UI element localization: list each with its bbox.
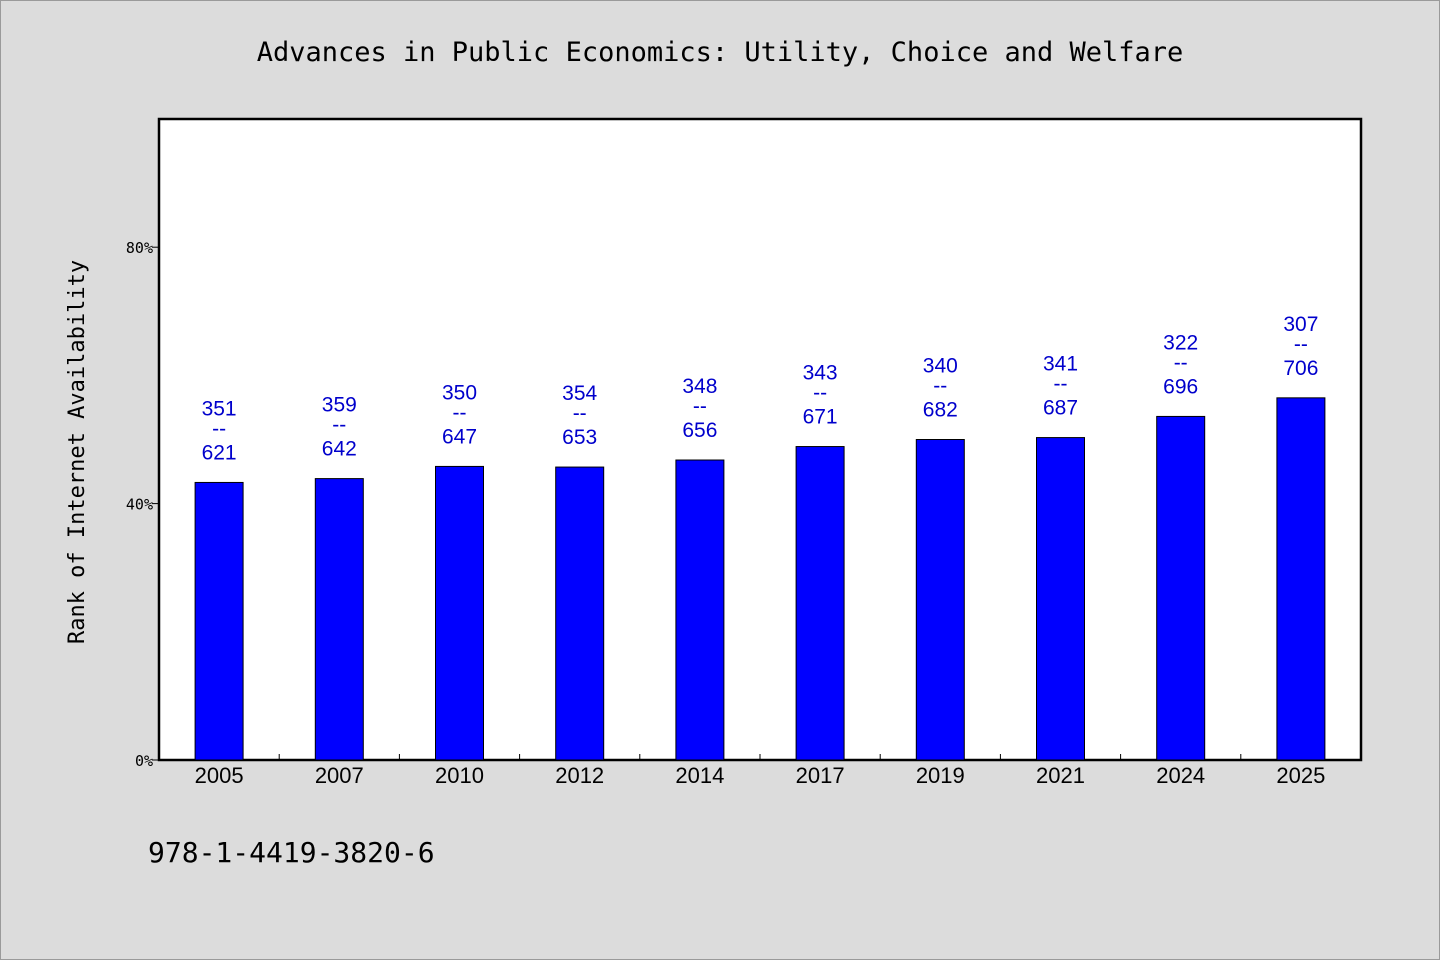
bar-value-separator: --	[212, 417, 226, 440]
bar-value-bottom: 656	[682, 419, 717, 442]
bar-value-separator: --	[933, 375, 947, 398]
bar-value-top: 307	[1283, 313, 1318, 336]
x-tick-label: 2019	[916, 763, 965, 788]
x-tick-label: 2021	[1036, 763, 1085, 788]
bar-value-separator: --	[573, 402, 587, 425]
bar	[1276, 397, 1326, 761]
bar	[435, 465, 484, 761]
x-tick-label: 2005	[195, 763, 244, 788]
bar-value-top: 341	[1043, 353, 1078, 376]
x-tick-label: 2017	[796, 763, 845, 788]
chart-title: Advances in Public Economics: Utility, C…	[257, 37, 1184, 68]
bars	[194, 397, 1326, 761]
bar-value-bottom: 621	[202, 441, 237, 464]
bar-value-bottom: 706	[1283, 357, 1318, 380]
y-axis-label: Rank of Internet Availability	[65, 260, 90, 644]
bar-value-separator: --	[332, 414, 346, 437]
bar-value-bottom: 671	[803, 406, 838, 429]
x-tick-label: 2012	[555, 763, 604, 788]
bar	[194, 481, 244, 761]
bar-value-bottom: 682	[923, 399, 958, 422]
y-tick-label: 80%	[126, 239, 153, 257]
bar-value-top: 359	[322, 394, 357, 417]
bar-value-separator: --	[1294, 333, 1308, 356]
bar-value-top: 350	[442, 381, 477, 404]
bar-value-separator: --	[693, 395, 707, 418]
bar-value-top: 340	[923, 355, 958, 378]
bar-value-top: 343	[803, 362, 838, 385]
bar	[555, 466, 605, 761]
isbn-footer: 978-1-4419-3820-6	[148, 836, 435, 869]
bar-value-separator: --	[1054, 373, 1068, 396]
y-axis-ticks: 0% 40% 80%	[126, 239, 159, 770]
y-tick-label: 0%	[135, 752, 153, 770]
bar-value-separator: --	[453, 401, 467, 424]
bar	[915, 439, 965, 761]
bar-value-bottom: 647	[442, 425, 477, 448]
bar	[675, 459, 725, 761]
bar	[1036, 437, 1085, 761]
bar-value-top: 322	[1163, 331, 1198, 354]
bar-value-top: 348	[682, 375, 717, 398]
bar	[795, 446, 845, 761]
x-tick-label: 2010	[435, 763, 484, 788]
bar-value-bottom: 653	[562, 426, 597, 449]
bar-value-bottom: 687	[1043, 397, 1078, 420]
bar-value-bottom: 642	[322, 438, 357, 461]
bar-value-top: 351	[202, 397, 237, 420]
bar-value-separator: --	[1174, 351, 1188, 374]
x-tick-label: 2024	[1156, 763, 1205, 788]
bar-value-separator: --	[813, 382, 827, 405]
data-labels: 351--621359--642350--647354--653348--656…	[202, 313, 1319, 465]
x-axis-ticks: 2005 2007 2010 2012 2014 2017 2019 2021 2024 2025	[195, 754, 1325, 788]
bar-value-top: 354	[562, 382, 597, 405]
bar	[314, 478, 364, 761]
x-tick-label: 2007	[315, 763, 364, 788]
x-tick-label: 2014	[675, 763, 724, 788]
bar-value-bottom: 696	[1163, 375, 1198, 398]
bar	[1156, 415, 1206, 761]
y-tick-label: 40%	[126, 496, 153, 514]
x-tick-label: 2025	[1276, 763, 1325, 788]
